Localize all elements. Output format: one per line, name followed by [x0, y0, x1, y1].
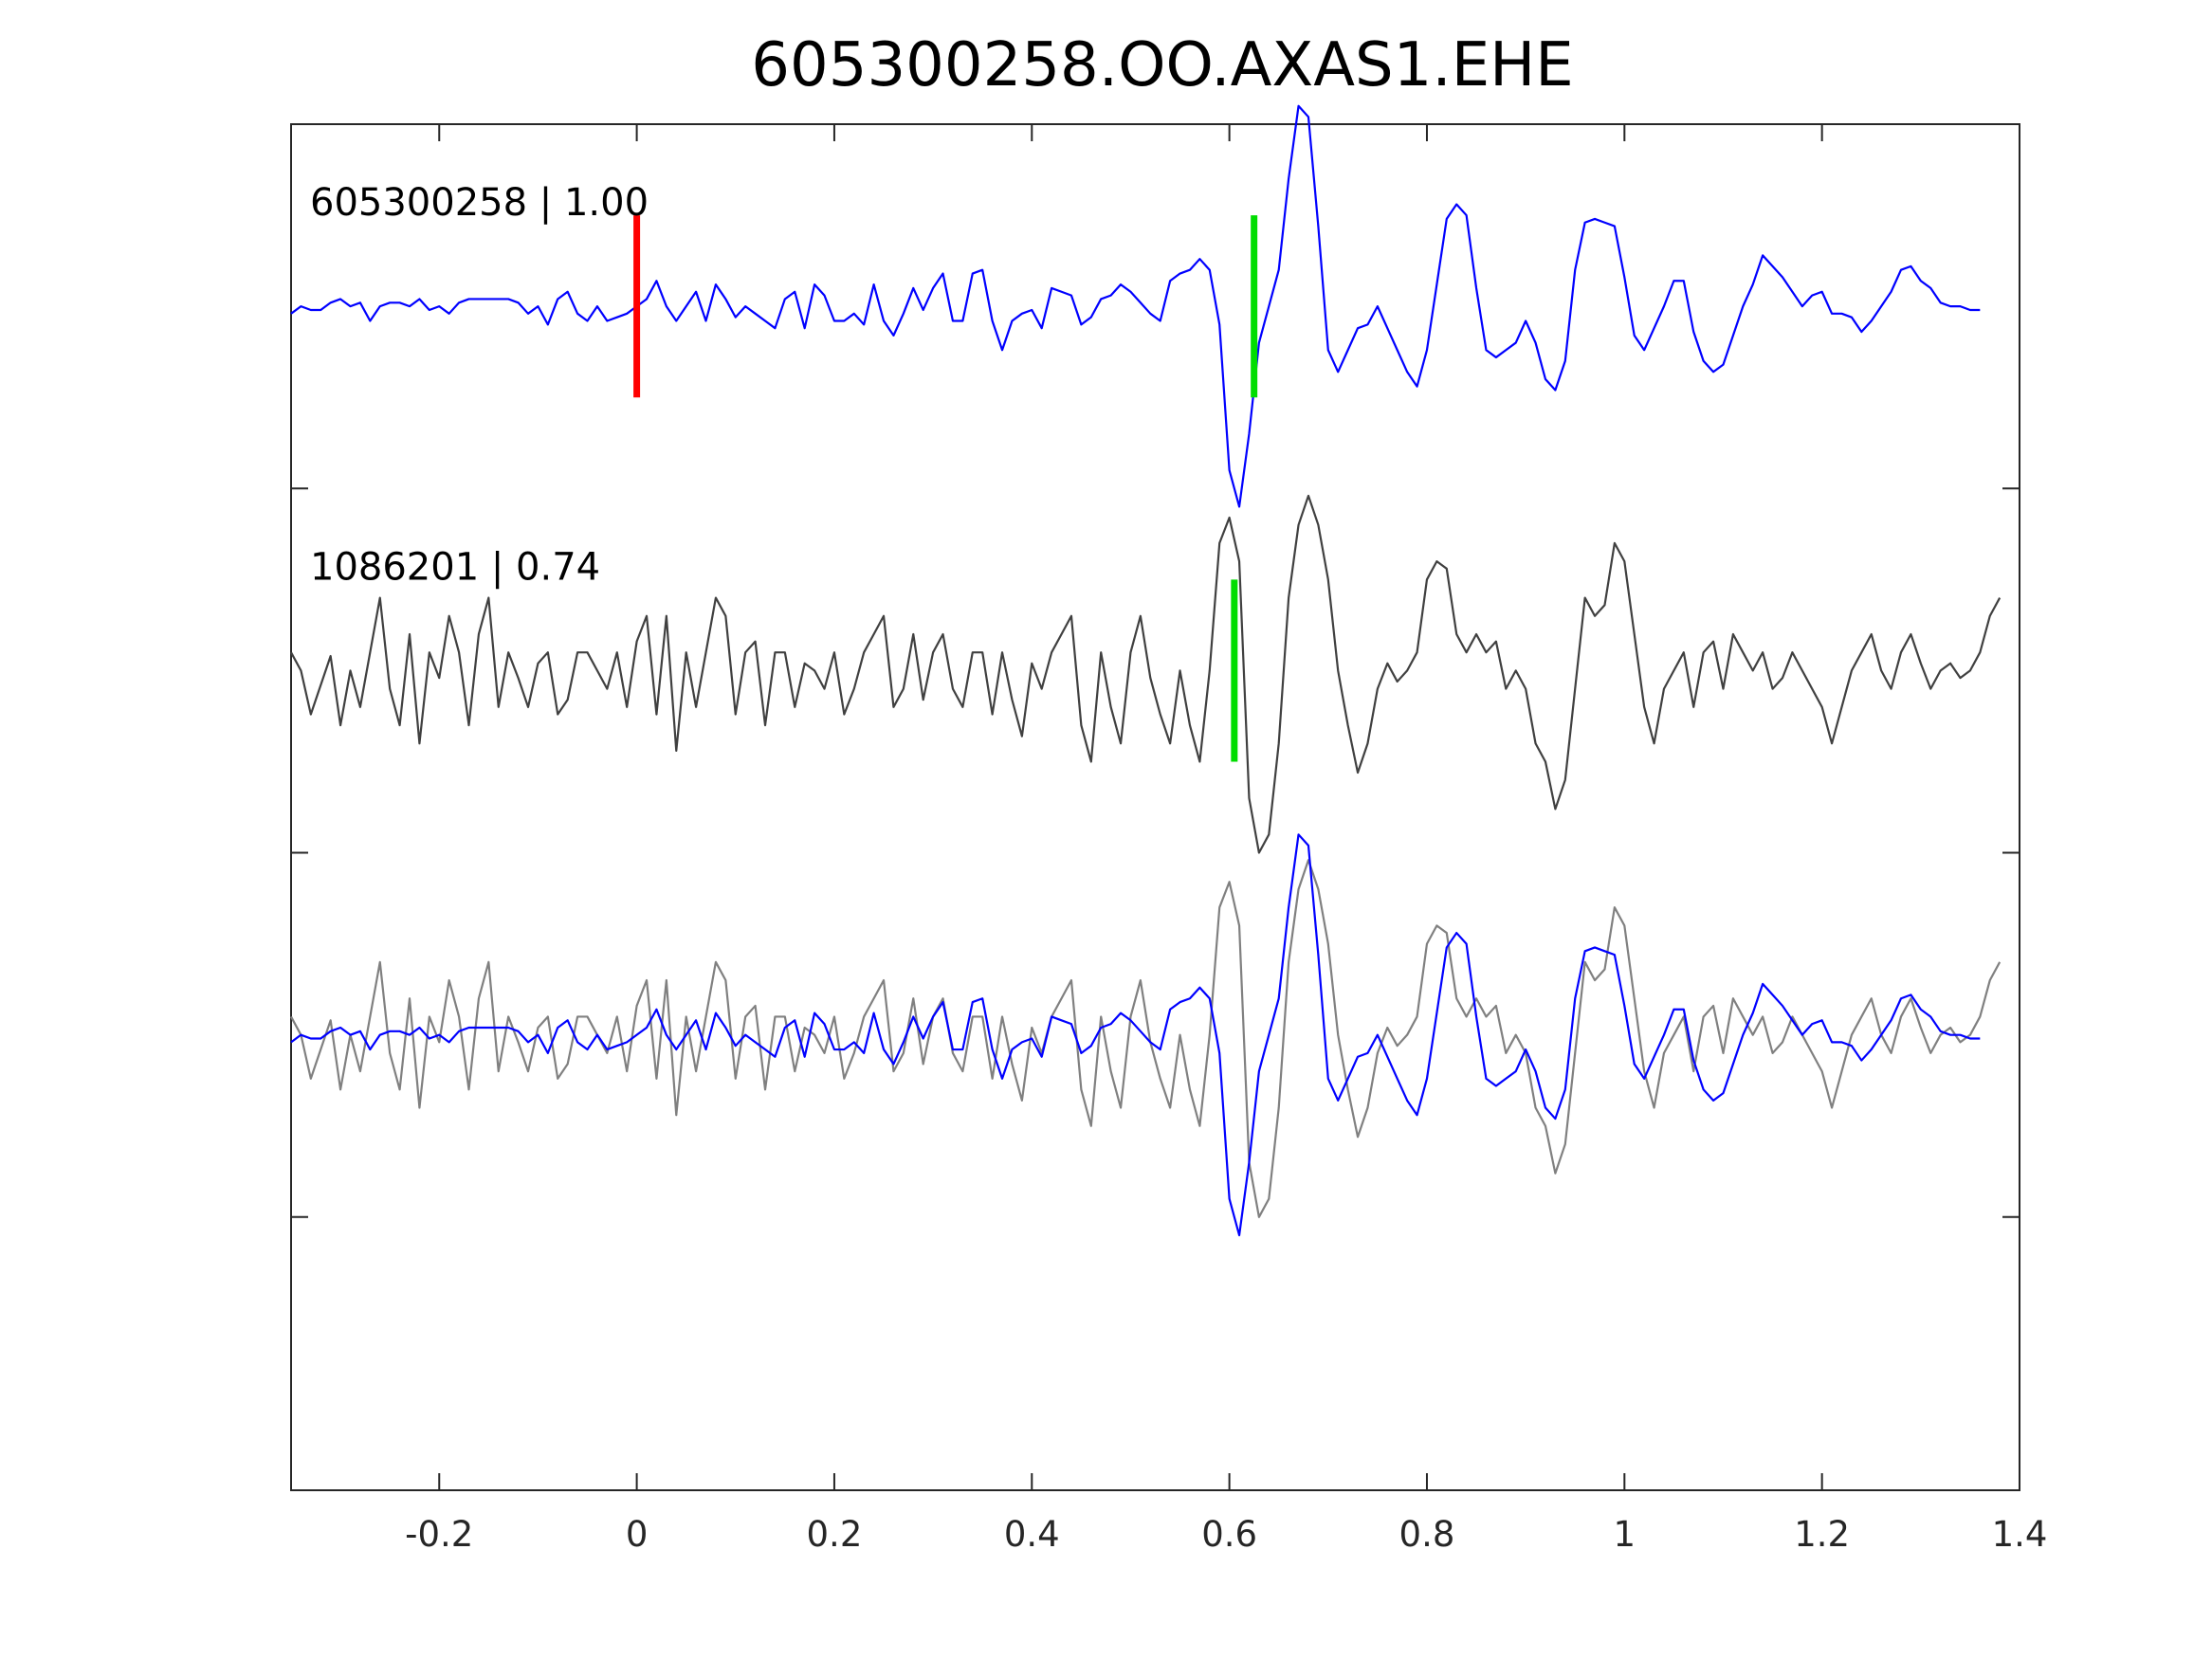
x-tick-label: 0.4: [1004, 1514, 1060, 1555]
x-tick-label: 0: [626, 1514, 649, 1555]
x-tick-label: -0.2: [405, 1514, 473, 1555]
overlay-line-1086201: [290, 859, 2002, 1218]
trace-label-1086201: 1086201 | 0.74: [310, 545, 600, 589]
traces: [290, 104, 2002, 1237]
chart-title: 605300258.OO.AXAS1.EHE: [751, 30, 1573, 100]
trace-labels: 605300258 | 1.00 1086201 | 0.74: [310, 181, 649, 589]
x-tick-label: 1.2: [1794, 1514, 1850, 1555]
x-tick-label: 0.2: [807, 1514, 863, 1555]
x-tick-label: 0.8: [1399, 1514, 1455, 1555]
x-tick-label: 1: [1614, 1514, 1636, 1555]
overlay-line-605300258: [290, 833, 1981, 1237]
x-tick-label: 1.4: [1992, 1514, 2048, 1555]
plot-frame: [290, 123, 2020, 1491]
trace-label-605300258: 605300258 | 1.00: [310, 181, 649, 225]
picks: [633, 215, 1258, 762]
x-tick-label: 0.6: [1201, 1514, 1257, 1555]
trace-line-1086201: [290, 494, 2002, 854]
axes: -0.2 0 0.2 0.4 0.6 0.8 1 1.2 1.4: [290, 123, 2048, 1555]
trace-line-605300258: [290, 104, 1981, 508]
